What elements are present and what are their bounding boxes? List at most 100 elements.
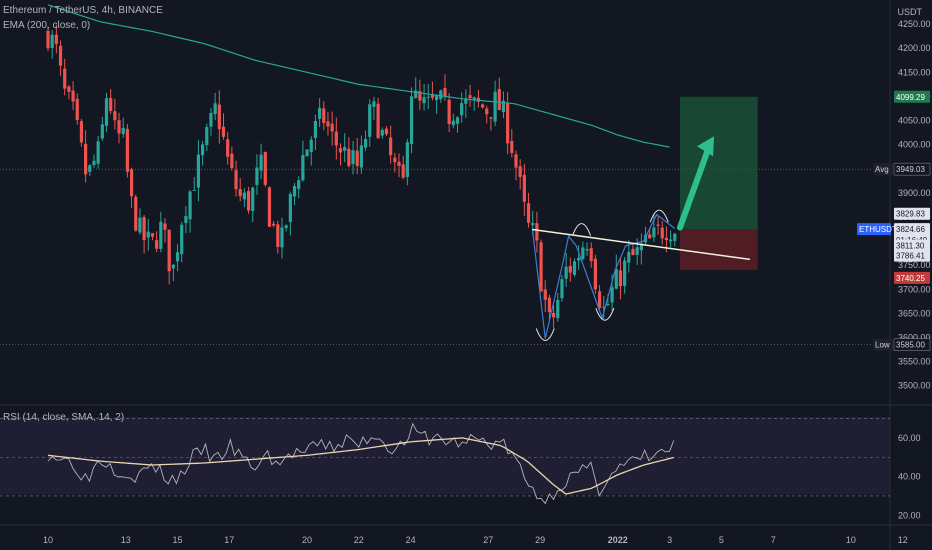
- price-label: 3949.03: [896, 165, 925, 174]
- candle-body: [347, 148, 351, 167]
- price-label: 3824.66: [896, 225, 925, 234]
- candle-body: [363, 139, 368, 148]
- candle-body: [67, 86, 71, 92]
- ema-indicator-label[interactable]: EMA (200, close, 0): [3, 20, 91, 31]
- candle-body: [301, 154, 305, 181]
- rsi-ma-line: [47, 437, 674, 495]
- candle-body: [88, 165, 92, 172]
- candle-body: [246, 191, 251, 211]
- price-axis-tick: 3550.00: [898, 357, 931, 367]
- candle-body: [535, 223, 539, 241]
- candle-body: [159, 221, 163, 249]
- candle-body: [201, 144, 205, 156]
- candle-body: [397, 161, 401, 166]
- candle-body: [614, 268, 618, 289]
- candle-body: [472, 97, 476, 101]
- candle-body: [96, 141, 100, 164]
- candle-body: [455, 117, 460, 124]
- candle-body: [292, 185, 297, 197]
- candle-body: [242, 192, 246, 200]
- time-axis-tick: 5: [719, 535, 724, 545]
- candle-body: [272, 223, 276, 226]
- candle-body: [180, 224, 184, 255]
- candle-body: [355, 150, 359, 166]
- candle-body: [113, 111, 117, 121]
- rsi-indicator-label[interactable]: RSI (14, close, SMA, 14, 2): [3, 412, 125, 423]
- candle-body: [518, 166, 522, 177]
- price-axis-tick: 4050.00: [898, 116, 931, 126]
- candle-body: [443, 87, 447, 97]
- candle-body: [514, 154, 518, 168]
- candle-body: [547, 297, 552, 313]
- candle-body: [610, 287, 614, 303]
- candle-body: [251, 187, 255, 211]
- time-axis-tick: 10: [43, 535, 53, 545]
- candle-body: [192, 189, 196, 191]
- price-label-box: [894, 207, 930, 220]
- candle-body: [656, 224, 660, 226]
- candle-body: [460, 103, 464, 116]
- candle-body: [572, 261, 577, 275]
- price-label: 3585.00: [896, 341, 925, 350]
- candle-body: [568, 265, 572, 273]
- candle-body: [652, 227, 656, 238]
- candle-body: [556, 300, 560, 319]
- price-label-box: [893, 338, 931, 352]
- candle-body: [276, 224, 280, 247]
- candle-body: [552, 312, 556, 318]
- candle-body: [422, 97, 426, 104]
- price-axis-tick: 3750.00: [898, 260, 931, 270]
- candle-body: [673, 233, 677, 241]
- rsi-axis-tick: 60.00: [898, 433, 921, 443]
- candle-body: [213, 103, 217, 115]
- candle-body: [439, 90, 443, 100]
- candle-body: [669, 239, 673, 242]
- candle-body: [267, 187, 272, 227]
- price-label-box: [893, 162, 931, 176]
- candle-body: [560, 279, 564, 299]
- price-label: ETHUSDT: [859, 225, 897, 234]
- candle-body: [50, 34, 54, 48]
- time-axis-tick: 13: [121, 535, 131, 545]
- candle-body: [84, 143, 88, 175]
- candle-body: [376, 103, 380, 139]
- candle-body: [606, 304, 610, 306]
- time-axis-tick: 3: [667, 535, 672, 545]
- candle-body: [155, 240, 159, 249]
- candle-body: [305, 149, 309, 157]
- neckline: [532, 228, 750, 261]
- candle-body: [297, 180, 301, 189]
- stop-zone: [679, 229, 758, 270]
- candle-body: [447, 99, 451, 125]
- candle-body: [489, 117, 493, 119]
- price-label: 4099.29: [896, 93, 925, 102]
- candle-body: [635, 247, 639, 255]
- candle-body: [309, 139, 313, 153]
- candle-body: [338, 148, 343, 153]
- target-arrow-head: [697, 136, 715, 157]
- candle-body: [543, 289, 547, 300]
- candle-body: [150, 233, 155, 237]
- candle-body: [589, 248, 593, 262]
- price-label-box: [873, 163, 893, 176]
- symbol-title: Ethereum / TetherUS, 4h, BINANCE: [3, 5, 163, 16]
- price-axis-tick: 3500.00: [898, 381, 931, 391]
- time-axis-tick: 27: [483, 535, 493, 545]
- candle-body: [134, 196, 138, 231]
- candle-body: [71, 90, 75, 102]
- candle-body: [175, 252, 180, 262]
- price-axis-tick: 3650.00: [898, 308, 931, 318]
- candle-body: [510, 140, 514, 153]
- candle-body: [418, 91, 422, 101]
- candle-body: [109, 97, 113, 111]
- candle-body: [539, 242, 543, 292]
- currency-label: USDT: [897, 7, 923, 17]
- candle-body: [389, 137, 393, 156]
- price-label-box: [894, 249, 930, 262]
- price-label-box: [894, 223, 930, 236]
- candle-body: [627, 251, 631, 263]
- candle-body: [401, 164, 405, 178]
- target-arrow: [676, 149, 711, 231]
- candle-body: [602, 306, 606, 308]
